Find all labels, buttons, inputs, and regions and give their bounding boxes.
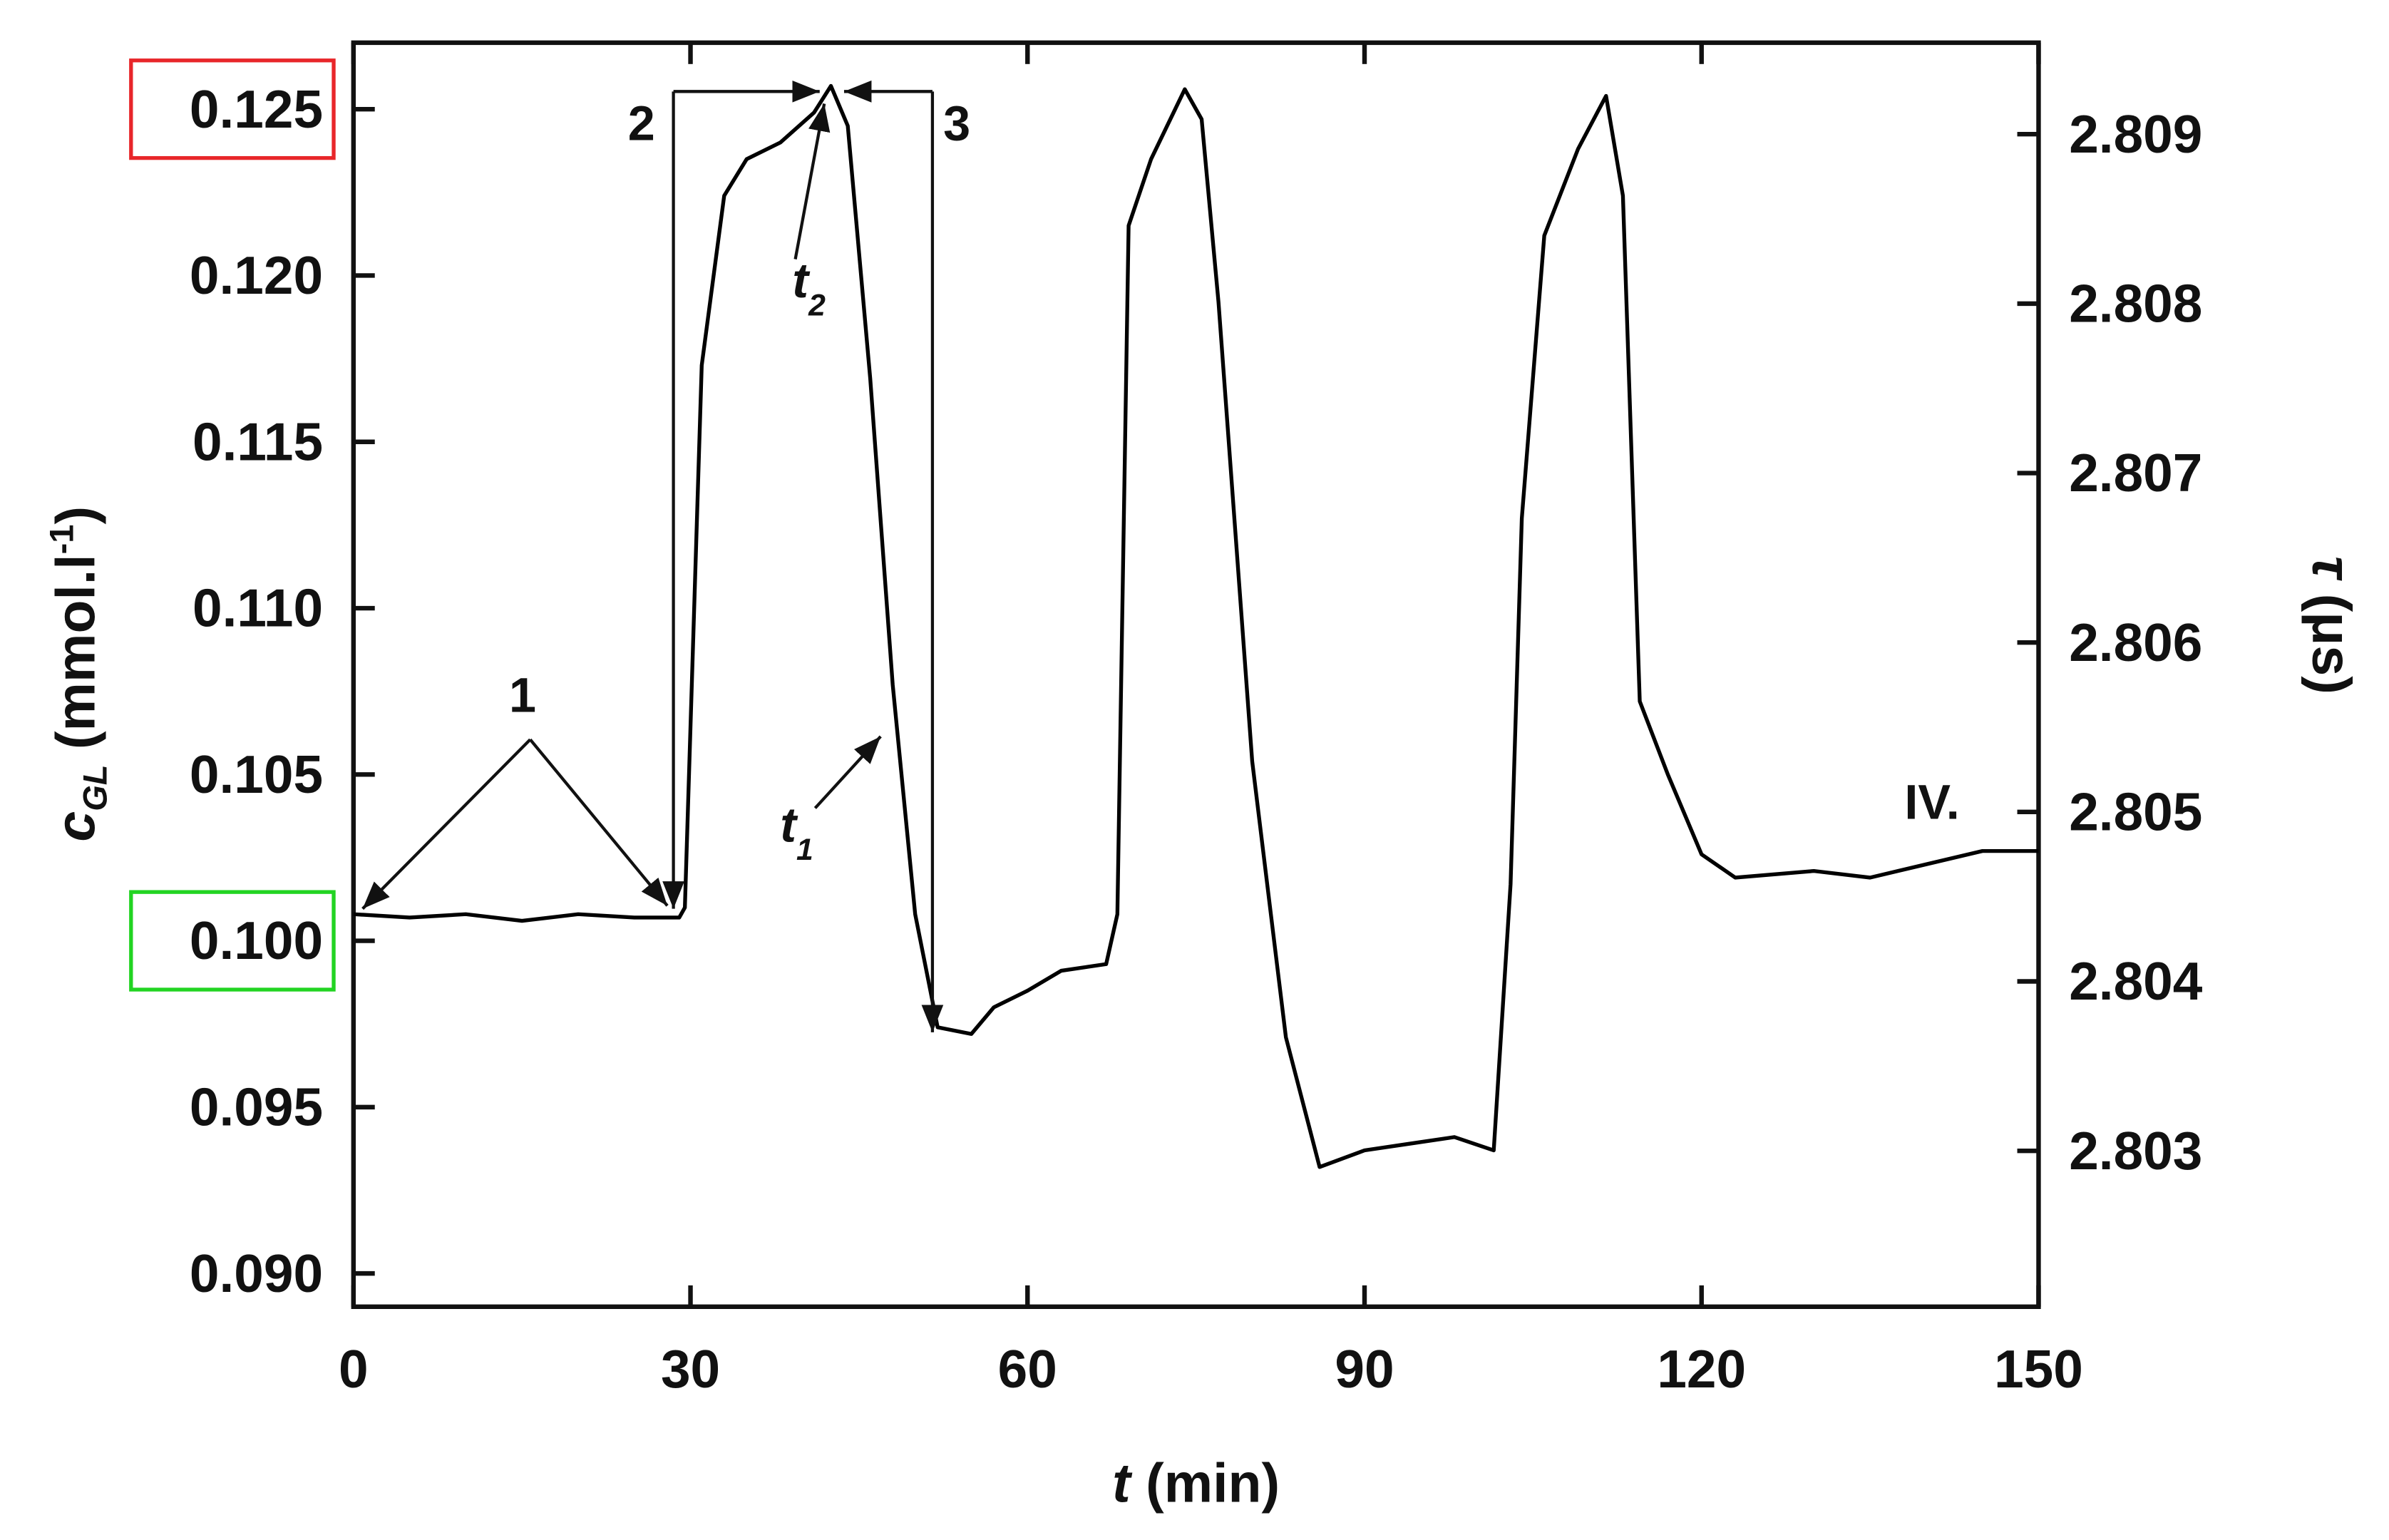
y-tick-label: 0.095 (190, 1077, 323, 1136)
y-label-unit: (mmol.l (46, 554, 107, 749)
plot-frame (351, 40, 2041, 1309)
x-label-unit: (min) (1146, 1453, 1280, 1514)
y-axis-label: cGL (mmol.l-1) (43, 506, 114, 842)
x-tick-label: 150 (1994, 1339, 2083, 1399)
y2-tick-label: 2.808 (2069, 274, 2202, 334)
y-tick-label: 0.100 (190, 910, 323, 970)
y2-tick-label: 2.803 (2069, 1121, 2202, 1181)
y2-tick-label: 2.806 (2069, 612, 2202, 672)
y2-label-var: τ (2301, 556, 2362, 581)
annotation: 3 (943, 97, 970, 151)
y-tick-label: 0.120 (190, 245, 323, 305)
x-axis-label: t (min) (1112, 1453, 1280, 1514)
x-tick-label: 60 (998, 1339, 1057, 1399)
y-tick-label: 0.115 (192, 411, 323, 471)
y2-tick-label: 2.804 (2069, 951, 2203, 1011)
annotation-sub: 2 (808, 289, 826, 323)
y2-tick-label: 2.805 (2069, 781, 2202, 841)
annotation: t1 (780, 798, 813, 867)
annotation-sub: 1 (796, 833, 813, 867)
annotation-text: t (780, 798, 798, 852)
y-label-var: c (46, 811, 107, 842)
y-tick-label: 0.105 (190, 744, 323, 804)
annotation: IV. (1904, 775, 1959, 829)
x-label-var: t (1112, 1453, 1133, 1514)
tick-highlight (129, 58, 336, 160)
x-tick-label: 120 (1657, 1339, 1746, 1399)
annotation: 2 (628, 97, 655, 151)
y2-axis-label: τ (μs) (2301, 556, 2362, 694)
x-tick-label: 0 (339, 1339, 369, 1399)
y-tick-label: 0.125 (190, 79, 323, 139)
annotation-text: t (792, 254, 811, 308)
y2-tick-label: 2.807 (2069, 443, 2202, 503)
y2-label-unit: (μs) (2301, 594, 2362, 694)
y-tick-label: 0.110 (192, 578, 323, 638)
y-label-sub: GL (76, 764, 114, 811)
y-label-sup: -1 (43, 525, 81, 555)
x-tick-label: 30 (661, 1339, 720, 1399)
annotation: t2 (792, 254, 826, 323)
tick-highlight (129, 890, 336, 992)
y2-tick-label: 2.809 (2069, 104, 2202, 164)
y-tick-label: 0.090 (190, 1243, 323, 1303)
annotation: 1 (509, 669, 536, 723)
data-line (353, 83, 2039, 1169)
x-tick-label: 90 (1335, 1339, 1394, 1399)
annotation-arrows (361, 80, 944, 1032)
y-label-close: ) (46, 506, 107, 525)
